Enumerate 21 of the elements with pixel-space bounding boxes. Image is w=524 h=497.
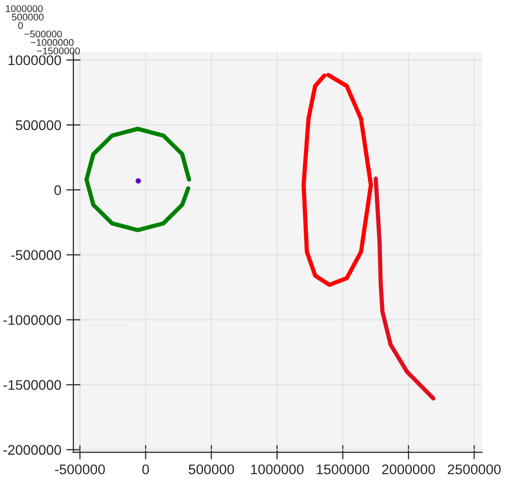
y-tick-label: 1000000 xyxy=(8,55,62,66)
y-tick-label: -2000000 xyxy=(3,445,62,455)
annotation: −1500000 xyxy=(37,47,80,54)
line-series xyxy=(84,126,192,232)
text: −500000 xyxy=(24,30,62,38)
x-tick-label: 1000000 xyxy=(251,464,304,474)
text: −1000000 xyxy=(30,39,74,46)
line-series xyxy=(374,176,436,400)
x-tick-label: 500000 xyxy=(188,464,234,474)
y-tick-label: 500000 xyxy=(16,120,62,130)
y-tick-label: 0 xyxy=(54,185,62,196)
y-tick-label: -500000 xyxy=(11,250,62,260)
x-tick-label: -500000 xyxy=(55,464,105,474)
x-tick-label: 1500000 xyxy=(316,464,370,474)
x-tick-label: 2500000 xyxy=(448,464,501,474)
y-tick-label: -1000000 xyxy=(3,315,62,325)
line-series xyxy=(302,72,373,287)
x-tick-label: 0 xyxy=(142,464,149,474)
x-tick-label: 2000000 xyxy=(382,464,435,474)
text: 0 xyxy=(18,22,23,30)
y-tick-label: -1500000 xyxy=(3,380,62,390)
